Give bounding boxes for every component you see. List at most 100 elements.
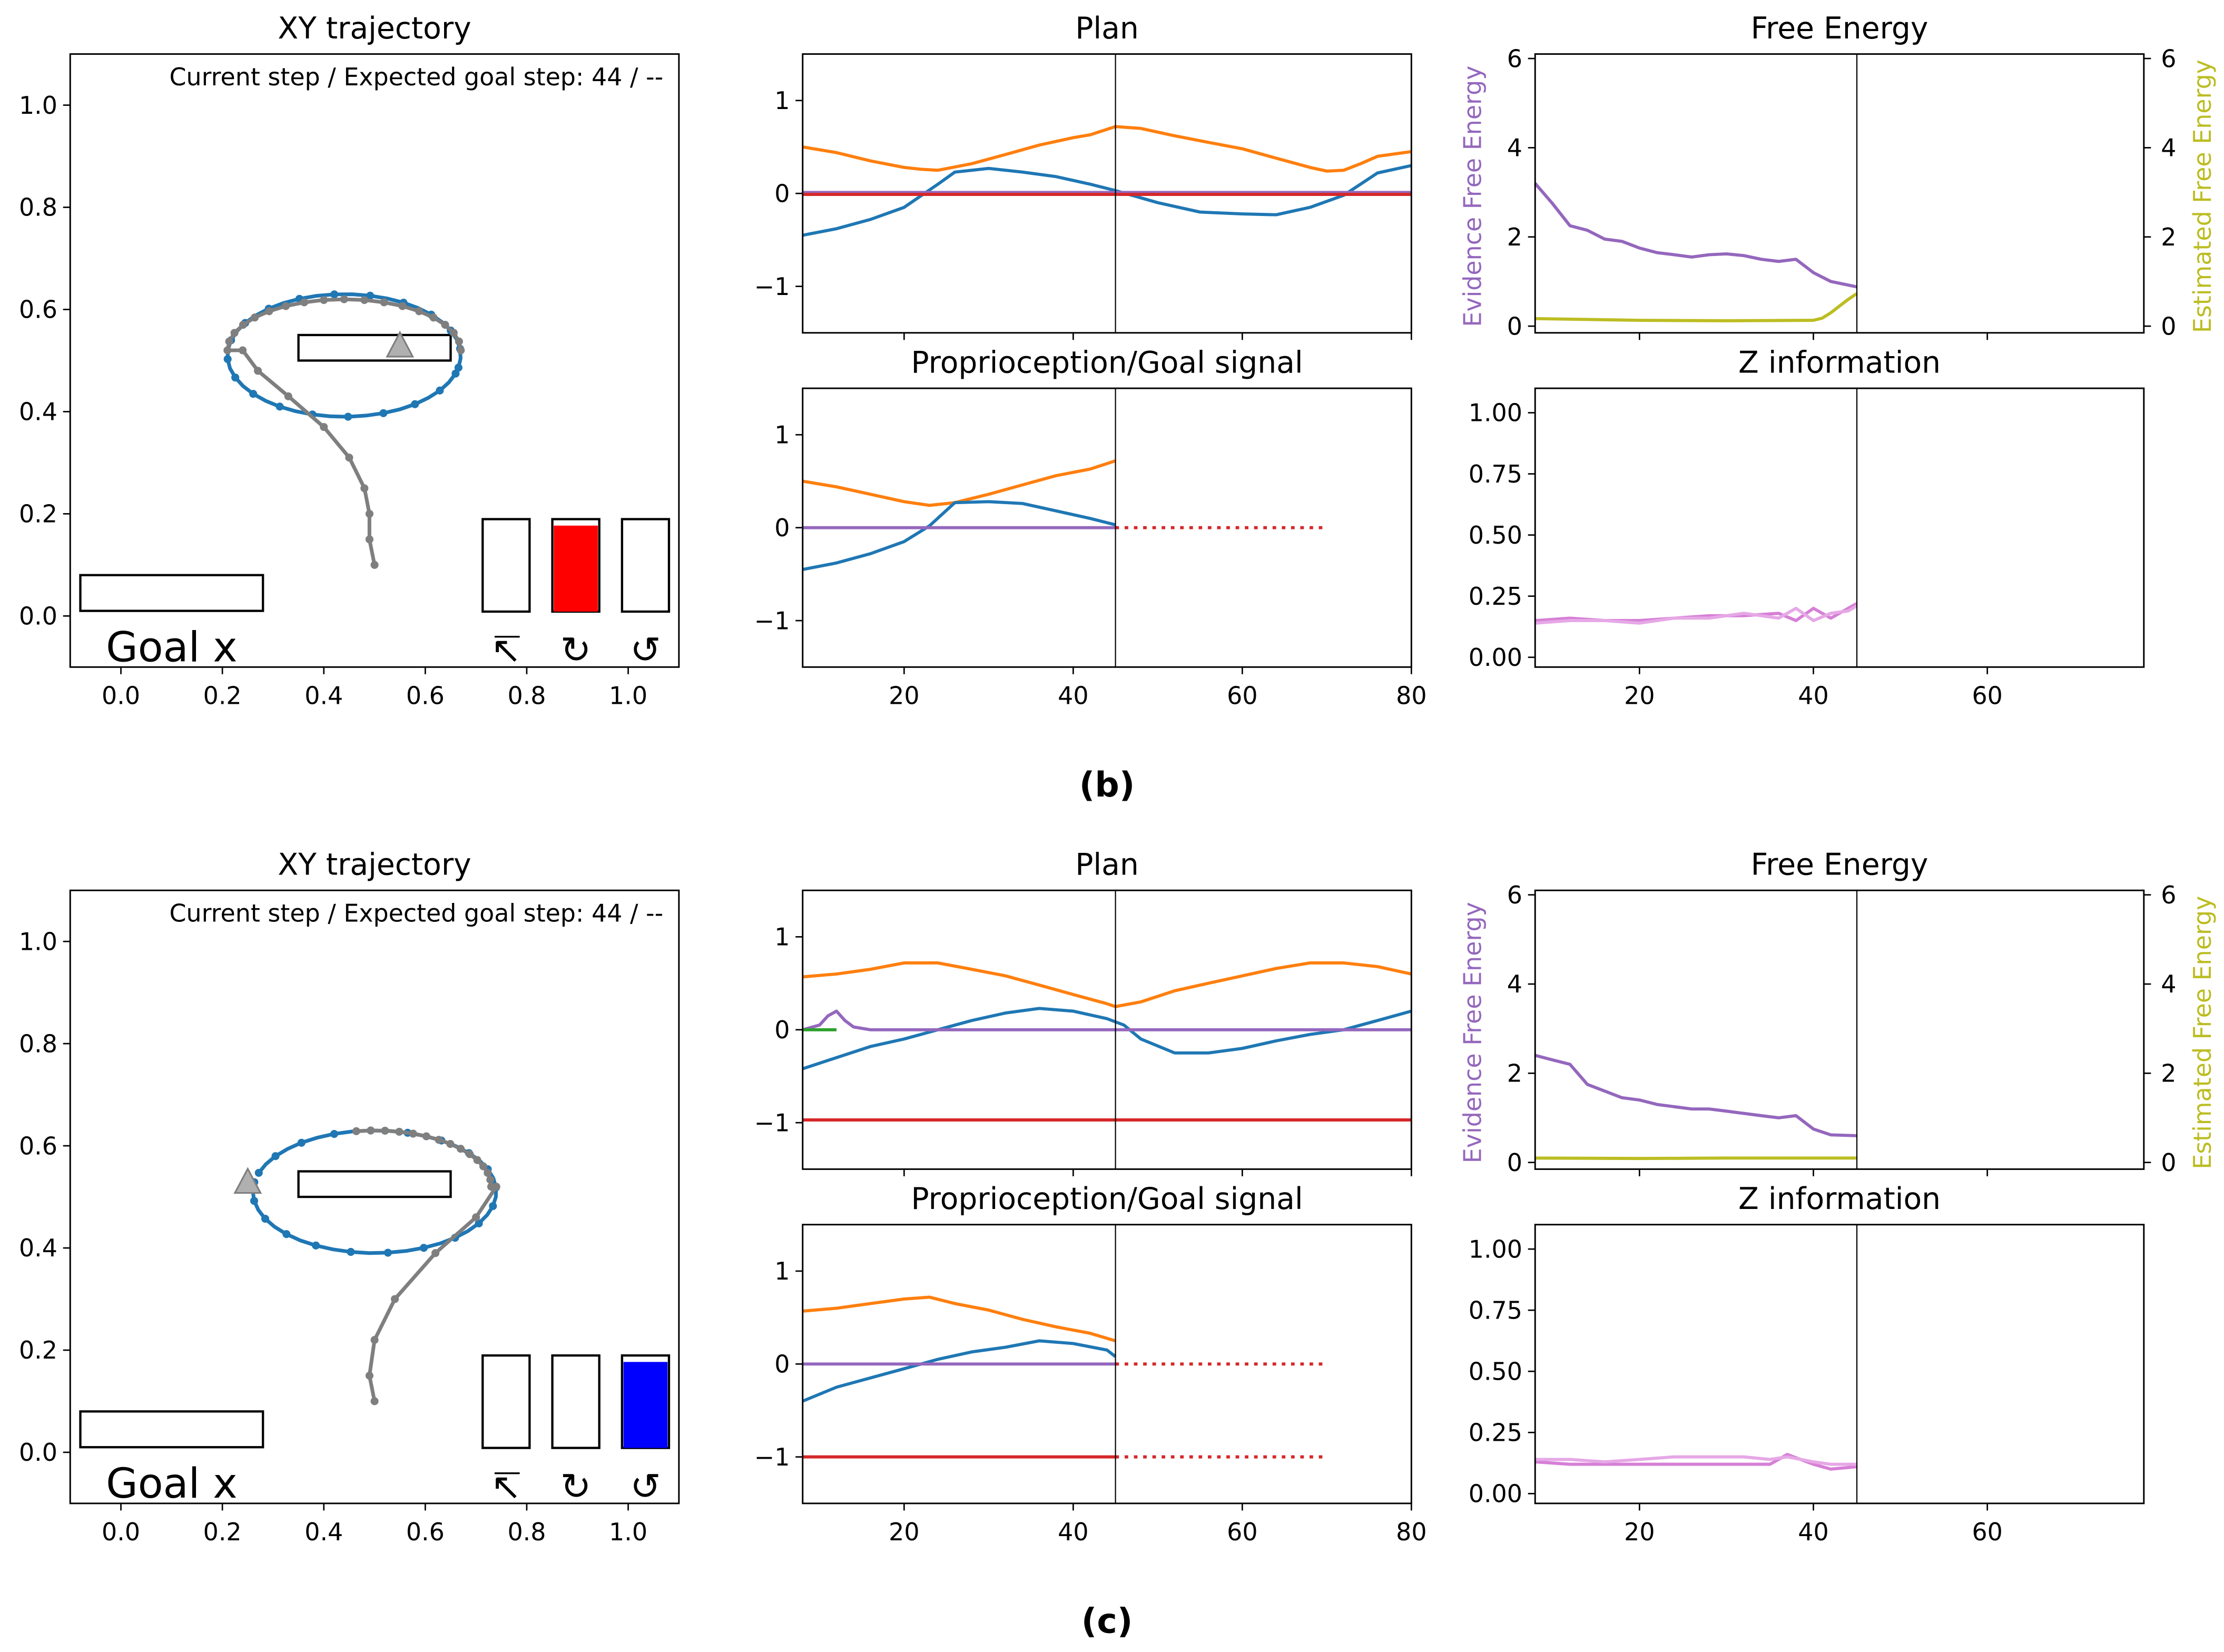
- trajectory-plan-point: [451, 369, 460, 378]
- trajectory-actual-point: [435, 1136, 443, 1144]
- plan-y-label: 1: [774, 923, 790, 951]
- trajectory-actual-point: [395, 1127, 404, 1136]
- trajectory-plan-point: [419, 1244, 428, 1252]
- plan-line-orange: [802, 125, 1412, 173]
- indicator-forward-frame: [481, 518, 531, 613]
- fe-y-left-label: 4: [1507, 134, 1522, 162]
- z-information-title: Z information: [1738, 1182, 1941, 1216]
- xy-title: XY trajectory: [278, 11, 471, 46]
- z-y-label: 0.25: [1469, 582, 1522, 611]
- fe-line-evidence: [1533, 182, 1857, 289]
- xy-y-label: 0.8: [19, 193, 57, 222]
- trajectory-actual-point: [230, 329, 239, 337]
- xy-y-label: 0.2: [19, 500, 57, 528]
- fe-ylabel-right: Estimated Free Energy: [2188, 896, 2217, 1169]
- indicator-rotate-ccw-fill: [623, 1362, 668, 1448]
- trajectory-actual-point: [370, 1336, 379, 1344]
- proprio-y-label: −1: [754, 606, 790, 635]
- trajectory-actual-line: [356, 1128, 500, 1402]
- free-energy-title: Free Energy: [1751, 11, 1928, 46]
- proprio-y-label: 0: [774, 514, 790, 542]
- trajectory-plan-point: [250, 1197, 259, 1205]
- proprio-line-orange: [802, 459, 1116, 507]
- trajectory-actual-point: [466, 1150, 474, 1158]
- xy-status-text: Current step / Expected goal step: 44 / …: [169, 63, 663, 91]
- agent-marker: [233, 1167, 262, 1194]
- xy-y-label: 1.0: [19, 927, 57, 956]
- trajectory-actual-point: [398, 302, 407, 310]
- indicator-rotate-ccw-icon: ↺: [630, 628, 661, 672]
- trajectory-actual-point: [251, 313, 259, 322]
- proprio-y-label: 1: [774, 1257, 790, 1285]
- trajectory-actual-point: [370, 1397, 379, 1405]
- trajectory-actual-point: [320, 296, 328, 304]
- fe-y-right-label: 0: [2161, 312, 2176, 340]
- proprio-x-label: 40: [1058, 1518, 1088, 1546]
- proprio-y-label: 0: [774, 1350, 790, 1379]
- trajectory-plan-point: [271, 1152, 280, 1161]
- plan-title: Plan: [1075, 11, 1139, 46]
- fe-y-right-label: 2: [2161, 223, 2176, 251]
- z-y-label: 1.00: [1469, 399, 1522, 427]
- trajectory-actual-point: [380, 298, 388, 307]
- fe-y-left-label: 0: [1507, 1148, 1522, 1177]
- trajectory-actual-line: [225, 297, 463, 566]
- proprio-line-blue: [802, 1339, 1117, 1403]
- free-energy-plot: Free Energy 6 4 2 0 6 4 2 0 Evidence Free Energy E…: [1459, 11, 2217, 340]
- trajectory-actual-point: [429, 313, 438, 322]
- trajectory-actual-point: [253, 367, 262, 375]
- indicator-rotate-ccw-icon: ↺: [630, 1465, 661, 1508]
- trajectory-plan-point: [282, 1230, 291, 1238]
- trajectory-actual-point: [431, 1249, 440, 1257]
- z-y-label: 0.50: [1469, 1357, 1522, 1385]
- indicator-rotate-cw-fill: [554, 525, 598, 612]
- xy-x-label: 0.0: [102, 1518, 140, 1546]
- plan-plot: Plan 1 0 −1: [754, 11, 1412, 340]
- trajectory-actual-point: [449, 329, 458, 337]
- trajectory-plan-point: [344, 412, 352, 421]
- z-x-label: 60: [1972, 682, 2002, 710]
- plan-y-label: −1: [754, 1108, 790, 1137]
- trajectory-plan-point: [383, 1248, 392, 1257]
- indicator-rotate-cw-icon: ↻: [560, 1465, 592, 1508]
- fe-ylabel-right: Estimated Free Energy: [2188, 60, 2217, 333]
- trajectory-actual-point: [457, 346, 465, 355]
- xy-trajectory-plot: XY trajectory Current step / Expected goa…: [19, 11, 680, 710]
- xy-x-label: 0.6: [406, 1518, 445, 1546]
- z-x-label: 20: [1624, 682, 1655, 710]
- fe-ylabel-left: Evidence Free Energy: [1459, 66, 1487, 327]
- trajectory-plan-point: [347, 1247, 355, 1256]
- plan-y-label: 0: [774, 1016, 790, 1044]
- free-energy-title: Free Energy: [1751, 848, 1928, 882]
- trajectory-actual-point: [456, 1145, 465, 1153]
- trajectory-plan-point: [330, 290, 339, 299]
- fe-y-left-label: 4: [1507, 970, 1522, 998]
- plan-plot: Plan 1 0 −1: [754, 848, 1412, 1176]
- free-energy-plot: Free Energy 6 4 2 0 6 4 2 0 Evidence Free Energy E…: [1459, 848, 2217, 1177]
- fe-y-left-label: 2: [1507, 223, 1522, 251]
- trajectory-plan-point: [231, 373, 240, 382]
- z-line-z-1: [1535, 1453, 1857, 1471]
- fe-axes-frame: [1534, 53, 2145, 334]
- trajectory-actual-point: [365, 535, 373, 544]
- z-line-z-2: [1535, 604, 1858, 625]
- proprio-x-label: 80: [1396, 1518, 1426, 1546]
- fe-y-left-label: 6: [1507, 44, 1522, 73]
- agent-marker: [386, 330, 415, 358]
- xy-x-label: 0.4: [304, 1518, 343, 1546]
- xy-status-text: Current step / Expected goal step: 44 / …: [169, 899, 663, 928]
- z-y-label: 0.75: [1469, 1296, 1522, 1324]
- z-information-plot: Z information 1.00 0.75 0.50 0.25 0.00 20 40 60: [1469, 1182, 2145, 1546]
- proprio-x-label: 20: [889, 682, 919, 710]
- trajectory-actual-point: [365, 509, 373, 518]
- trajectory-plan-point: [379, 409, 388, 417]
- goal-box: [79, 574, 264, 612]
- xy-x-label: 0.2: [203, 1518, 242, 1546]
- indicator-forward-icon: ↸: [490, 1465, 521, 1508]
- proprio-line-blue: [802, 500, 1116, 571]
- z-x-label: 40: [1798, 1518, 1828, 1546]
- trajectory-actual-point: [239, 321, 248, 329]
- z-y-label: 0.00: [1469, 643, 1522, 672]
- trajectory-plan-point: [275, 402, 284, 411]
- trajectory-plan-point: [223, 355, 232, 363]
